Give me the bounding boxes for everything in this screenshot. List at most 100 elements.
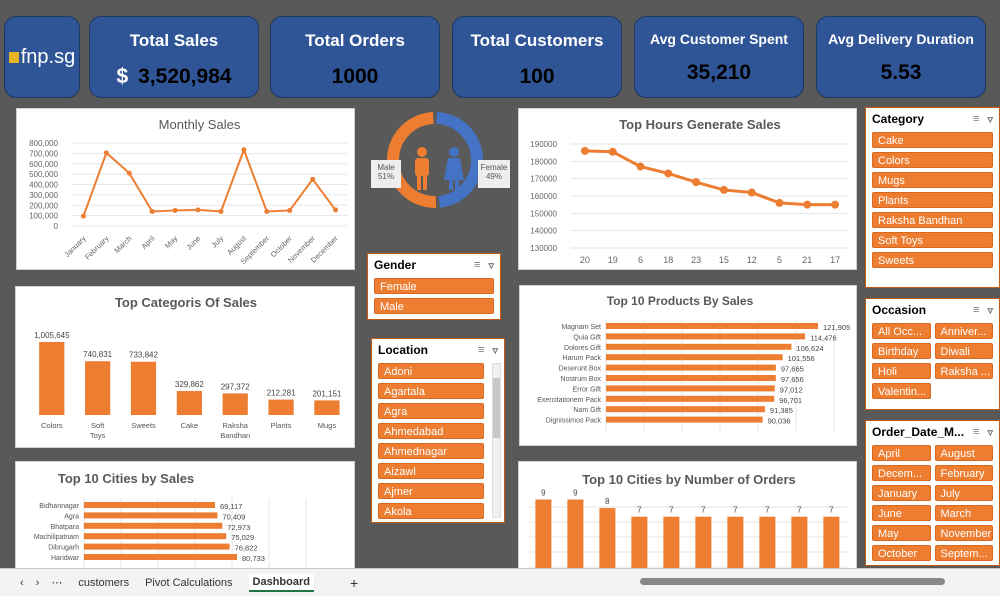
prev-sheet-icon[interactable]: ‹ bbox=[20, 576, 24, 589]
slicer-item[interactable]: Soft Toys bbox=[872, 232, 993, 248]
multi-select-icon[interactable]: ≡ bbox=[973, 304, 980, 316]
slicer-item[interactable]: April bbox=[872, 445, 931, 461]
next-sheet-icon[interactable]: › bbox=[35, 576, 40, 589]
x-tick-label: April bbox=[139, 234, 156, 251]
slicer-item[interactable]: Ahmedabad bbox=[378, 423, 484, 439]
slicer-item[interactable]: June bbox=[872, 505, 931, 521]
clear-filter-icon[interactable]: ▿ bbox=[987, 304, 993, 317]
slicer-item[interactable]: Sweets bbox=[872, 252, 993, 268]
slicer-item[interactable]: Raksha Bandhan bbox=[872, 212, 993, 228]
slicer-item[interactable]: February bbox=[934, 465, 993, 481]
bar bbox=[84, 543, 230, 550]
bar bbox=[84, 554, 238, 560]
slicer-item[interactable]: August bbox=[934, 445, 993, 461]
bar bbox=[39, 342, 65, 415]
slicer-item[interactable]: Akola bbox=[378, 503, 484, 519]
bar bbox=[130, 361, 157, 415]
x-tick-label: May bbox=[163, 234, 180, 251]
bar bbox=[606, 406, 765, 413]
x-tick-label: Plants bbox=[271, 421, 292, 430]
multi-select-icon[interactable]: ≡ bbox=[474, 259, 481, 271]
slicer-item[interactable]: July bbox=[934, 485, 993, 501]
slicer-item[interactable]: Diwali bbox=[934, 343, 993, 359]
data-point bbox=[636, 162, 645, 171]
multi-select-icon[interactable]: ≡ bbox=[973, 113, 980, 125]
tab-pivot-calculations[interactable]: Pivot Calculations bbox=[145, 576, 233, 589]
slicer-item[interactable]: Raksha ... bbox=[934, 363, 993, 379]
slicer-item[interactable]: Holi bbox=[872, 363, 931, 379]
x-tick-label: 5 bbox=[777, 255, 782, 265]
slicer-item[interactable]: Septem... bbox=[934, 545, 993, 561]
clear-filter-icon[interactable]: ▿ bbox=[987, 426, 993, 439]
slicer-item[interactable]: Ajmer bbox=[378, 483, 484, 499]
more-sheets-icon[interactable]: ⋯ bbox=[51, 577, 63, 589]
clear-filter-icon[interactable]: ▿ bbox=[492, 344, 498, 357]
slicer-item[interactable]: Colors bbox=[872, 152, 993, 168]
slicer-item[interactable]: All Occ... bbox=[872, 323, 931, 339]
kpi-card: Total Orders 1000 bbox=[270, 16, 440, 98]
kpi-value: 100 bbox=[453, 65, 621, 89]
tab-dashboard[interactable]: Dashboard bbox=[248, 573, 314, 592]
y-tick-label: Bhatpara bbox=[51, 524, 80, 531]
slicer-item[interactable]: January bbox=[872, 485, 931, 501]
slicer-item[interactable]: Agartala bbox=[378, 383, 484, 399]
slicer-item[interactable]: Anniver... bbox=[934, 323, 993, 339]
male-label: Male 51% bbox=[371, 160, 401, 188]
data-label: 97,012 bbox=[780, 385, 803, 394]
kpi-card: Avg Customer Spent 35,210 bbox=[634, 16, 804, 98]
bar bbox=[606, 416, 763, 423]
bar bbox=[567, 499, 584, 572]
slicer-item[interactable]: Ahmednagar bbox=[378, 443, 484, 459]
chart-title: Monthly Sales bbox=[159, 117, 241, 132]
data-label: 7 bbox=[733, 506, 738, 515]
x-tick-label: March bbox=[112, 234, 133, 255]
slicer-item[interactable]: October bbox=[872, 545, 931, 561]
y-tick-label: Deserunt Box bbox=[559, 366, 602, 373]
y-tick-label: 600,000 bbox=[29, 160, 58, 169]
data-label: 76,822 bbox=[235, 544, 258, 553]
slicer-item[interactable]: Male bbox=[374, 298, 494, 314]
data-label: 69,117 bbox=[220, 502, 242, 511]
data-point bbox=[719, 185, 728, 194]
y-tick-label: Machilipatnam bbox=[34, 534, 79, 541]
slicer-item[interactable]: November bbox=[934, 525, 993, 541]
x-tick-label: July bbox=[209, 234, 225, 250]
data-label: 80,733 bbox=[242, 554, 265, 563]
female-segment bbox=[436, 112, 483, 208]
male-icon-leg bbox=[417, 174, 421, 190]
data-point bbox=[80, 213, 86, 219]
clear-filter-icon[interactable]: ▿ bbox=[488, 259, 494, 272]
y-tick-label: 800,000 bbox=[29, 139, 58, 148]
slicer-item[interactable]: May bbox=[872, 525, 931, 541]
slicer-item[interactable]: March bbox=[934, 505, 993, 521]
data-point bbox=[310, 176, 316, 182]
logo: fnp.sg bbox=[4, 16, 80, 98]
monthly-sales-chart: Monthly Sales 0 100,000 200,000 300,000 400,0… bbox=[16, 108, 355, 270]
slicer-item[interactable]: Decem... bbox=[872, 465, 931, 481]
x-tick-label: 19 bbox=[608, 255, 618, 265]
kpi-card: Avg Delivery Duration 5.53 bbox=[816, 16, 986, 98]
data-point bbox=[831, 200, 840, 209]
slicer-item[interactable]: Adoni bbox=[378, 363, 484, 379]
data-label: 96,701 bbox=[779, 396, 802, 405]
slicer-item[interactable]: Aizawl bbox=[378, 463, 484, 479]
add-sheet-icon[interactable]: + bbox=[350, 574, 359, 591]
clear-filter-icon[interactable]: ▿ bbox=[987, 113, 993, 126]
data-label: 7 bbox=[797, 506, 802, 515]
multi-select-icon[interactable]: ≡ bbox=[478, 344, 485, 356]
bar bbox=[606, 395, 775, 402]
slicer-item[interactable]: Birthday bbox=[872, 343, 931, 359]
slicer-item[interactable]: Valentin... bbox=[872, 383, 931, 399]
x-tick-label: Mugs bbox=[318, 421, 337, 430]
horizontal-scrollbar[interactable] bbox=[640, 578, 945, 585]
slicer-item[interactable]: Mugs bbox=[872, 172, 993, 188]
slicer-item[interactable]: Cake bbox=[872, 132, 993, 148]
slicer-item[interactable]: Plants bbox=[872, 192, 993, 208]
slicer-scrollbar[interactable] bbox=[492, 363, 501, 518]
multi-select-icon[interactable]: ≡ bbox=[973, 426, 980, 438]
tab-customers[interactable]: customers bbox=[78, 576, 130, 589]
slicer-title: Occasion bbox=[872, 303, 927, 317]
slicer-item[interactable]: Female bbox=[374, 278, 494, 294]
slicer-item[interactable]: Agra bbox=[378, 403, 484, 419]
y-tick-label: 180000 bbox=[530, 157, 557, 166]
